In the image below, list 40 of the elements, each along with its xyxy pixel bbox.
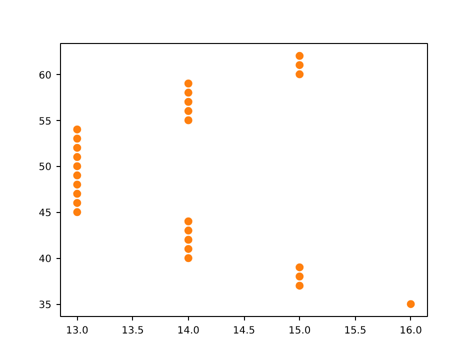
point bbox=[73, 208, 82, 216]
point bbox=[296, 263, 304, 272]
y-tick-label: 45 bbox=[38, 208, 52, 220]
point bbox=[184, 254, 192, 262]
point bbox=[296, 70, 304, 78]
point bbox=[296, 52, 304, 60]
x-tick-label: 13.0 bbox=[66, 326, 88, 336]
y-tick-label: 60 bbox=[38, 70, 52, 82]
point bbox=[184, 244, 192, 253]
point bbox=[73, 171, 82, 180]
point bbox=[184, 79, 192, 88]
point bbox=[73, 198, 82, 207]
x-tick-label: 14.5 bbox=[232, 326, 256, 336]
point bbox=[73, 180, 82, 189]
point bbox=[406, 300, 415, 308]
y-tick-label: 40 bbox=[38, 254, 52, 266]
point bbox=[184, 107, 192, 116]
point bbox=[184, 226, 192, 235]
point bbox=[73, 153, 82, 162]
point bbox=[296, 272, 304, 281]
point bbox=[184, 217, 192, 226]
y-tick-label: 55 bbox=[38, 116, 52, 128]
x-tick-label: 14.0 bbox=[177, 326, 200, 336]
point bbox=[296, 282, 304, 290]
point bbox=[73, 190, 82, 198]
y-tick-label: 50 bbox=[38, 162, 52, 174]
point bbox=[184, 88, 192, 97]
point bbox=[184, 98, 192, 106]
point bbox=[73, 134, 82, 143]
point bbox=[296, 61, 304, 70]
point bbox=[184, 236, 192, 244]
point bbox=[184, 116, 192, 124]
x-tick-label: 15.5 bbox=[344, 326, 366, 336]
point bbox=[73, 125, 82, 134]
point bbox=[73, 144, 82, 152]
point bbox=[73, 162, 82, 170]
x-tick-label: 16.0 bbox=[400, 326, 422, 336]
y-tick-label: 35 bbox=[38, 300, 52, 312]
x-tick-label: 13.5 bbox=[122, 326, 144, 336]
x-tick-label: 15.0 bbox=[288, 326, 311, 336]
